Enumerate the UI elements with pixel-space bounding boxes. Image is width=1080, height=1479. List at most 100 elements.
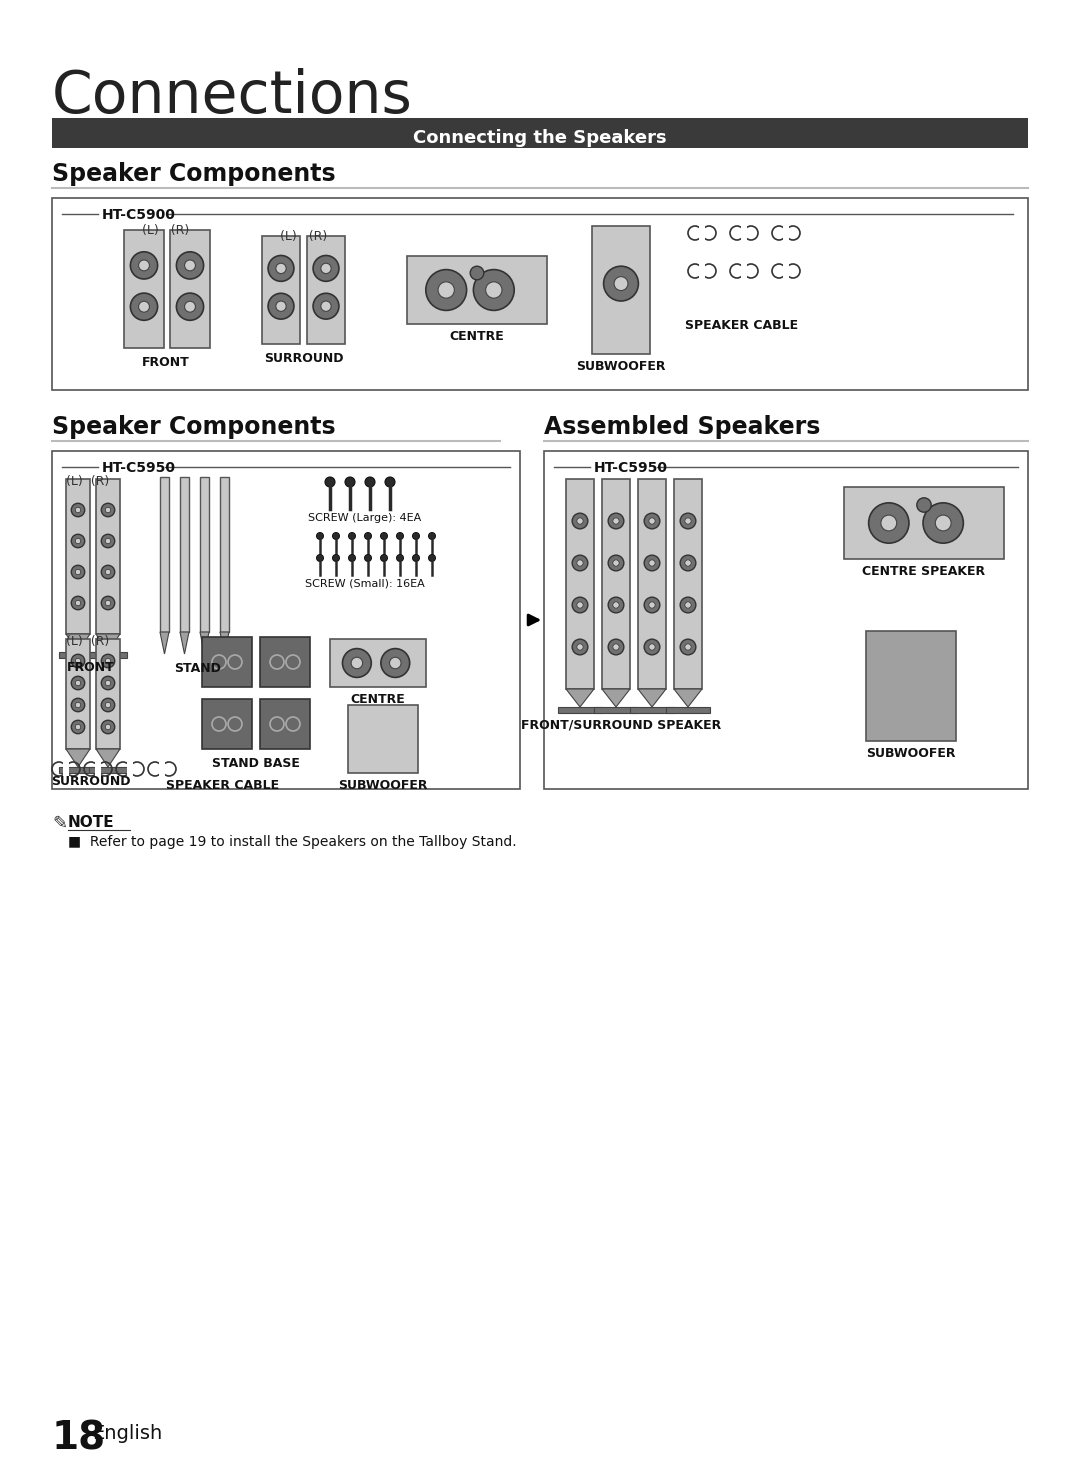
Circle shape bbox=[176, 251, 204, 280]
Polygon shape bbox=[96, 748, 120, 768]
Circle shape bbox=[321, 263, 332, 274]
Text: English: English bbox=[92, 1424, 162, 1444]
Bar bbox=[160, 478, 168, 632]
Circle shape bbox=[102, 698, 114, 711]
Circle shape bbox=[572, 598, 588, 612]
Circle shape bbox=[102, 676, 114, 689]
Circle shape bbox=[390, 657, 401, 669]
Polygon shape bbox=[96, 634, 120, 652]
Circle shape bbox=[365, 532, 372, 540]
Circle shape bbox=[604, 266, 638, 302]
Text: CENTRE: CENTRE bbox=[351, 694, 405, 705]
Circle shape bbox=[680, 598, 696, 612]
Circle shape bbox=[608, 639, 624, 655]
Text: SCREW (Small): 16EA: SCREW (Small): 16EA bbox=[306, 578, 424, 589]
Bar bbox=[741, 263, 747, 278]
Circle shape bbox=[935, 515, 951, 531]
Bar bbox=[741, 226, 747, 240]
Circle shape bbox=[76, 507, 81, 513]
Circle shape bbox=[185, 302, 195, 312]
Circle shape bbox=[470, 266, 484, 280]
Circle shape bbox=[349, 555, 355, 562]
Circle shape bbox=[577, 602, 583, 608]
Bar bbox=[783, 226, 789, 240]
Text: Connecting the Speakers: Connecting the Speakers bbox=[414, 129, 666, 146]
Bar bbox=[557, 707, 603, 713]
Polygon shape bbox=[638, 689, 666, 707]
Bar bbox=[89, 768, 127, 774]
Circle shape bbox=[345, 478, 355, 487]
Circle shape bbox=[316, 555, 324, 562]
Polygon shape bbox=[674, 689, 702, 707]
Circle shape bbox=[649, 518, 656, 524]
Text: ■  Refer to page 19 to install the Speakers on the Tallboy Stand.: ■ Refer to page 19 to install the Speake… bbox=[68, 836, 516, 849]
Text: SUBWOOFER: SUBWOOFER bbox=[866, 747, 956, 760]
Circle shape bbox=[102, 654, 114, 667]
Bar bbox=[348, 705, 418, 774]
Circle shape bbox=[313, 256, 339, 281]
Bar bbox=[407, 256, 546, 324]
Polygon shape bbox=[602, 689, 630, 707]
Circle shape bbox=[572, 639, 588, 655]
Polygon shape bbox=[160, 632, 168, 654]
Bar bbox=[127, 762, 133, 776]
Circle shape bbox=[71, 720, 84, 734]
Circle shape bbox=[473, 269, 514, 311]
Circle shape bbox=[644, 513, 660, 529]
Circle shape bbox=[106, 680, 110, 686]
Bar bbox=[159, 762, 165, 776]
Text: Connections: Connections bbox=[52, 68, 413, 126]
Bar bbox=[783, 263, 789, 278]
Bar bbox=[592, 226, 650, 353]
Circle shape bbox=[316, 532, 324, 540]
Circle shape bbox=[881, 515, 896, 531]
Text: NOTE: NOTE bbox=[68, 815, 114, 830]
Bar bbox=[699, 263, 705, 278]
Circle shape bbox=[102, 503, 114, 516]
Circle shape bbox=[615, 277, 627, 290]
Bar bbox=[202, 700, 252, 748]
Circle shape bbox=[608, 555, 624, 571]
Circle shape bbox=[275, 263, 286, 274]
Bar bbox=[58, 652, 97, 658]
Circle shape bbox=[365, 555, 372, 562]
Bar bbox=[674, 479, 702, 689]
Text: STAND BASE: STAND BASE bbox=[212, 757, 300, 771]
Circle shape bbox=[131, 293, 158, 321]
Text: SURROUND: SURROUND bbox=[265, 352, 343, 365]
Bar bbox=[170, 231, 210, 348]
Text: FRONT: FRONT bbox=[67, 661, 114, 674]
Bar bbox=[630, 707, 674, 713]
Circle shape bbox=[380, 555, 388, 562]
Circle shape bbox=[351, 657, 363, 669]
Circle shape bbox=[102, 565, 114, 578]
Bar bbox=[307, 237, 345, 345]
Bar bbox=[330, 639, 426, 688]
Polygon shape bbox=[66, 634, 90, 652]
Circle shape bbox=[102, 534, 114, 547]
Circle shape bbox=[486, 282, 502, 299]
Bar bbox=[602, 479, 630, 689]
Circle shape bbox=[76, 703, 81, 707]
Circle shape bbox=[106, 569, 110, 575]
Bar bbox=[63, 762, 69, 776]
Circle shape bbox=[71, 534, 84, 547]
Circle shape bbox=[577, 518, 583, 524]
Text: Speaker Components: Speaker Components bbox=[52, 163, 336, 186]
Bar bbox=[52, 198, 1028, 390]
Bar bbox=[52, 451, 519, 788]
Text: STAND: STAND bbox=[175, 663, 221, 674]
Text: (L)   (R): (L) (R) bbox=[143, 223, 190, 237]
Circle shape bbox=[685, 561, 691, 566]
Circle shape bbox=[106, 703, 110, 707]
Bar bbox=[180, 478, 189, 632]
Bar bbox=[66, 639, 90, 748]
Text: Assembled Speakers: Assembled Speakers bbox=[544, 416, 821, 439]
Circle shape bbox=[102, 596, 114, 609]
Circle shape bbox=[185, 260, 195, 271]
Bar bbox=[66, 479, 90, 634]
Polygon shape bbox=[200, 632, 210, 654]
Text: SUBWOOFER: SUBWOOFER bbox=[338, 779, 428, 791]
Circle shape bbox=[923, 503, 963, 543]
Text: HT-C5950: HT-C5950 bbox=[102, 461, 176, 475]
